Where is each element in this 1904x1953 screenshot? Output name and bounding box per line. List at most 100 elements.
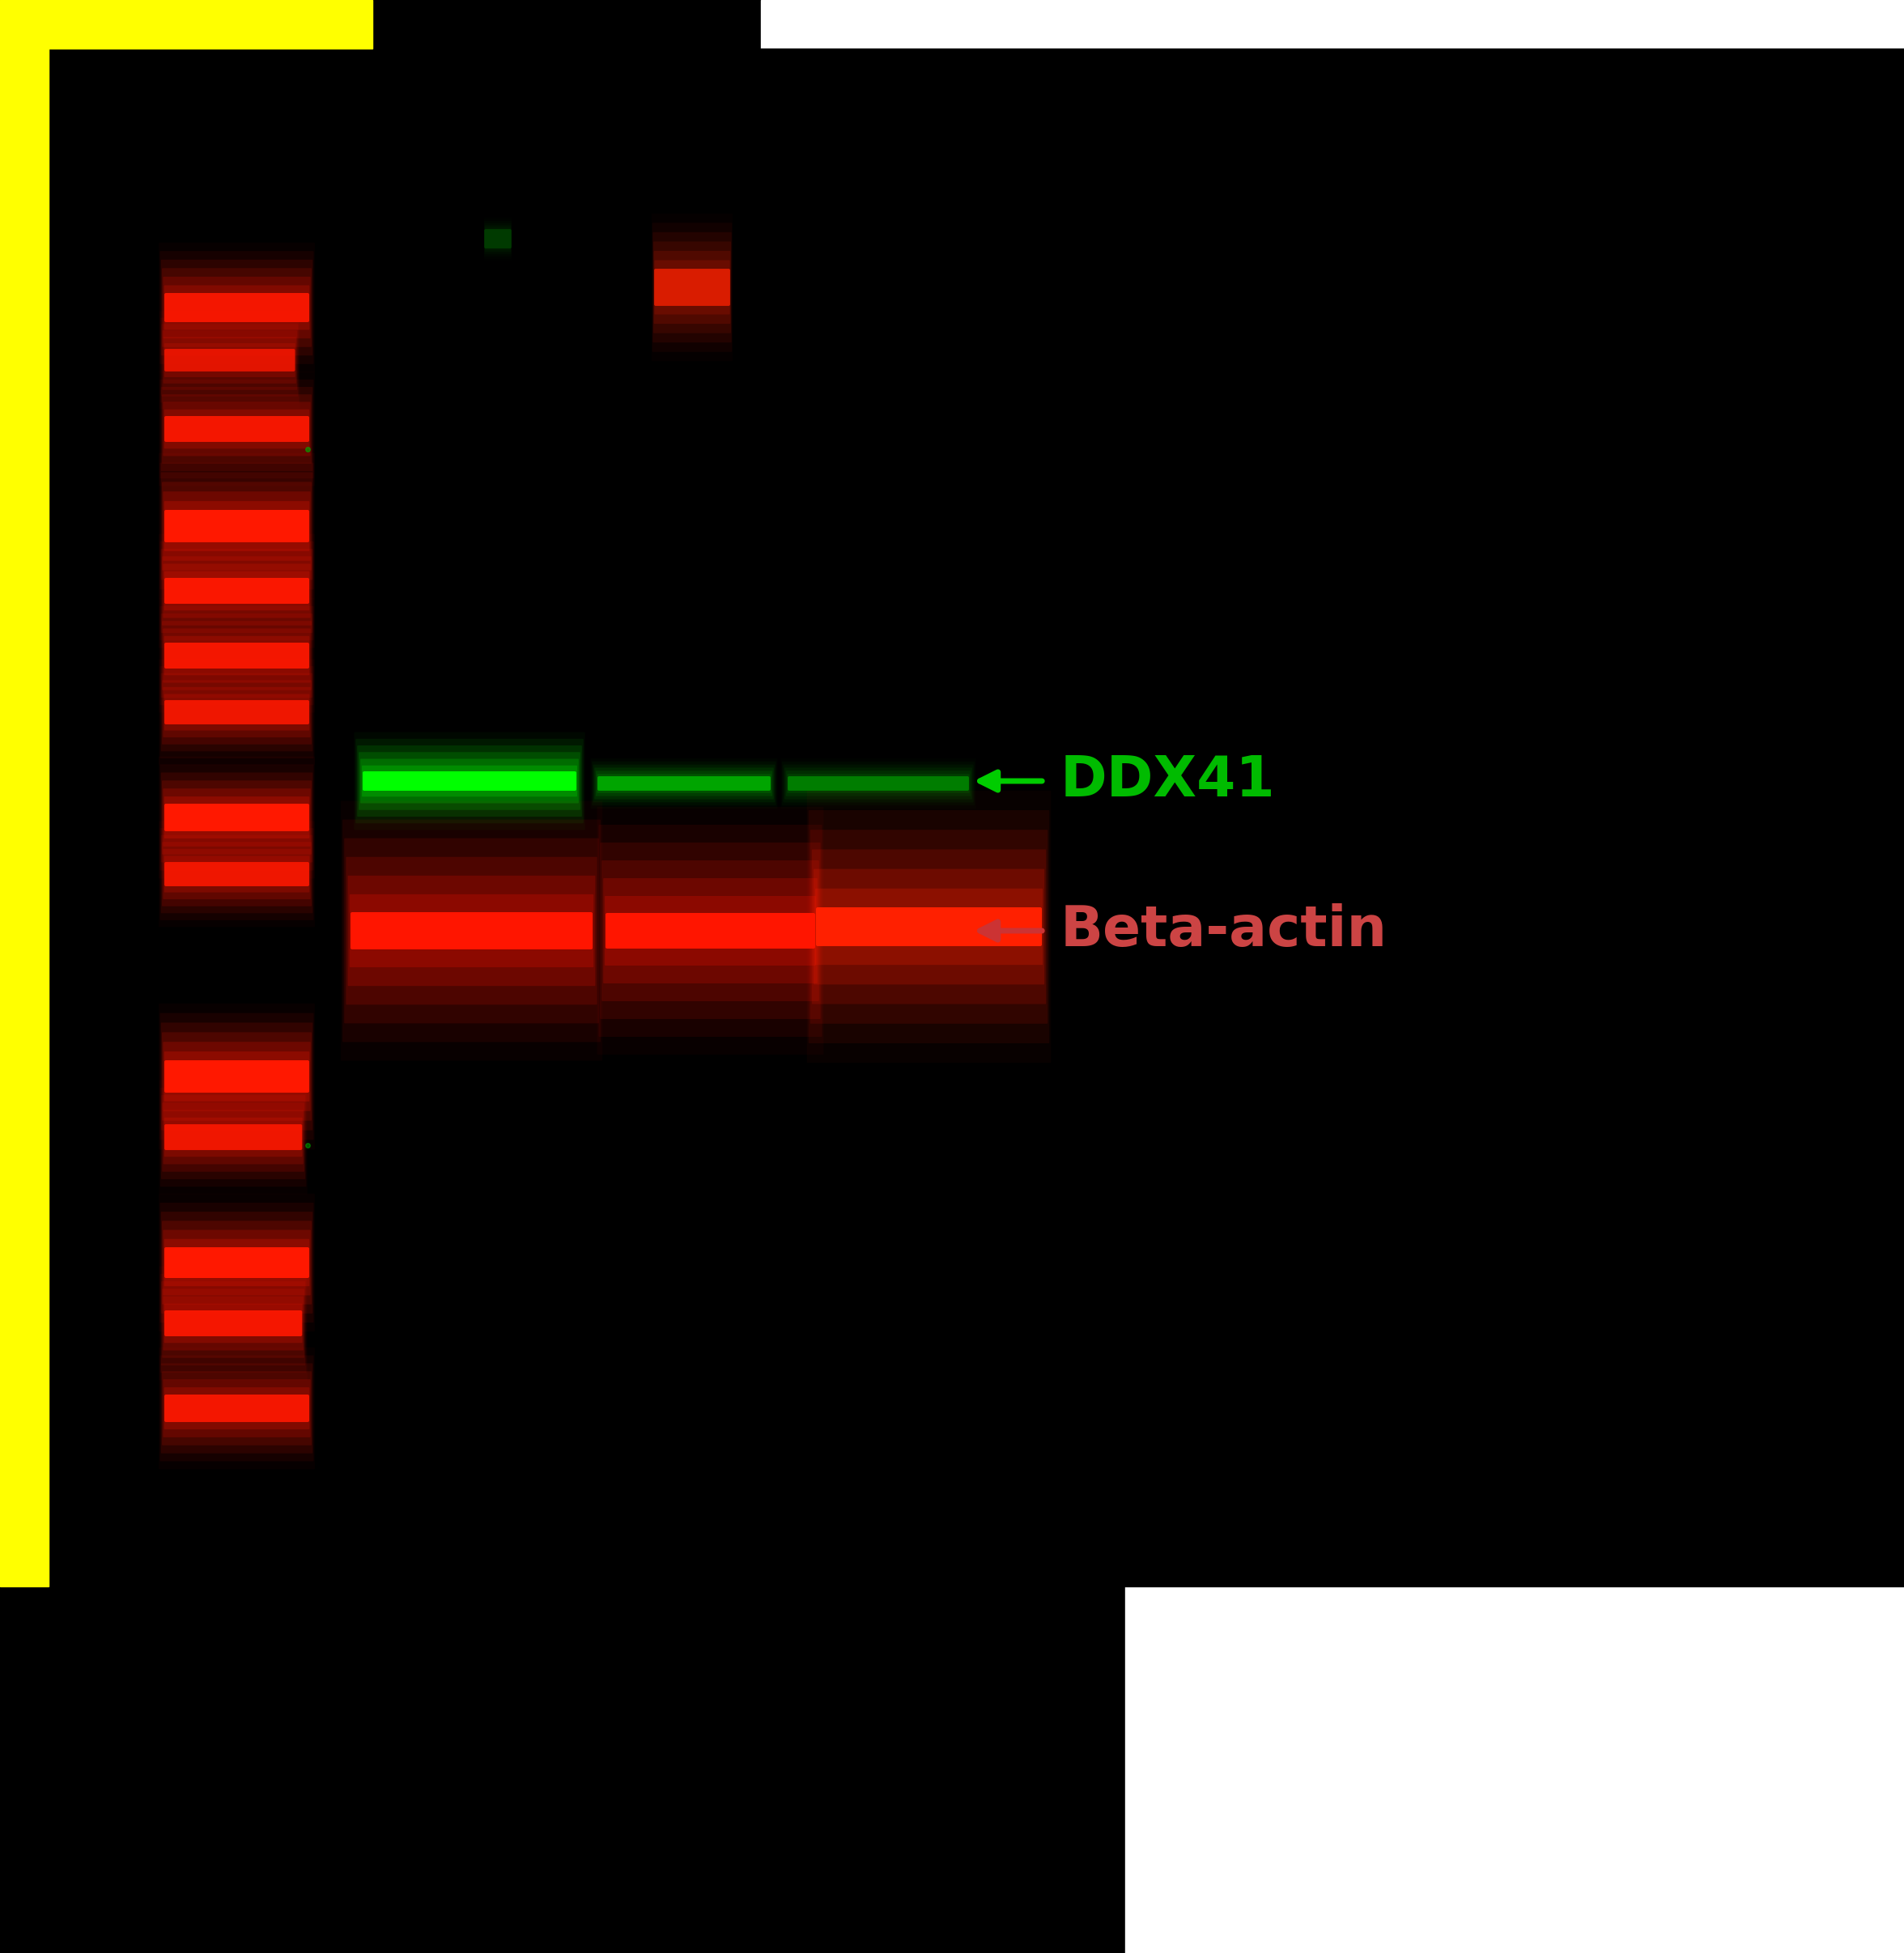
- FancyBboxPatch shape: [162, 1023, 312, 1131]
- FancyBboxPatch shape: [164, 1379, 310, 1437]
- FancyBboxPatch shape: [164, 850, 310, 898]
- FancyBboxPatch shape: [360, 760, 579, 803]
- FancyBboxPatch shape: [166, 1310, 301, 1336]
- FancyBboxPatch shape: [160, 1203, 314, 1322]
- Bar: [1125, 785, 1904, 1953]
- FancyBboxPatch shape: [164, 564, 310, 617]
- FancyBboxPatch shape: [815, 889, 1043, 965]
- FancyBboxPatch shape: [164, 277, 310, 338]
- Bar: [0, 0, 50, 1586]
- FancyBboxPatch shape: [162, 836, 312, 914]
- FancyBboxPatch shape: [164, 578, 308, 603]
- FancyBboxPatch shape: [162, 395, 312, 463]
- FancyBboxPatch shape: [358, 746, 583, 816]
- FancyBboxPatch shape: [164, 1125, 303, 1150]
- FancyBboxPatch shape: [166, 1125, 301, 1148]
- FancyBboxPatch shape: [592, 762, 777, 805]
- FancyBboxPatch shape: [162, 1103, 305, 1172]
- FancyBboxPatch shape: [160, 764, 314, 871]
- FancyBboxPatch shape: [164, 789, 310, 846]
- FancyBboxPatch shape: [162, 674, 312, 752]
- FancyBboxPatch shape: [164, 570, 310, 611]
- FancyBboxPatch shape: [162, 330, 297, 391]
- FancyBboxPatch shape: [164, 1305, 303, 1344]
- FancyBboxPatch shape: [786, 771, 971, 797]
- FancyBboxPatch shape: [164, 1041, 310, 1111]
- FancyBboxPatch shape: [811, 850, 1045, 1004]
- FancyBboxPatch shape: [809, 810, 1049, 1043]
- FancyBboxPatch shape: [162, 1289, 305, 1357]
- FancyBboxPatch shape: [164, 1051, 310, 1101]
- FancyBboxPatch shape: [600, 842, 821, 1019]
- FancyBboxPatch shape: [162, 613, 312, 697]
- FancyBboxPatch shape: [164, 1297, 303, 1350]
- FancyBboxPatch shape: [653, 242, 731, 334]
- FancyBboxPatch shape: [164, 687, 310, 738]
- FancyBboxPatch shape: [813, 869, 1045, 984]
- Text: DDX41: DDX41: [1061, 754, 1276, 809]
- FancyBboxPatch shape: [484, 225, 510, 252]
- FancyBboxPatch shape: [604, 879, 817, 984]
- FancyBboxPatch shape: [786, 773, 969, 793]
- FancyBboxPatch shape: [166, 512, 308, 541]
- FancyBboxPatch shape: [162, 1033, 312, 1121]
- Bar: [0, 0, 373, 49]
- FancyBboxPatch shape: [817, 908, 1041, 945]
- FancyBboxPatch shape: [162, 268, 312, 348]
- FancyBboxPatch shape: [358, 752, 581, 810]
- FancyBboxPatch shape: [164, 344, 295, 377]
- FancyBboxPatch shape: [364, 771, 575, 789]
- FancyBboxPatch shape: [350, 894, 594, 967]
- FancyBboxPatch shape: [164, 416, 308, 441]
- FancyBboxPatch shape: [345, 838, 600, 1023]
- FancyBboxPatch shape: [162, 842, 312, 906]
- FancyBboxPatch shape: [164, 699, 308, 725]
- FancyBboxPatch shape: [484, 221, 512, 256]
- FancyBboxPatch shape: [655, 270, 731, 307]
- FancyBboxPatch shape: [594, 768, 773, 799]
- FancyBboxPatch shape: [162, 1096, 305, 1180]
- FancyBboxPatch shape: [164, 492, 310, 561]
- FancyBboxPatch shape: [356, 738, 583, 824]
- FancyBboxPatch shape: [788, 777, 969, 789]
- FancyBboxPatch shape: [162, 482, 312, 570]
- FancyBboxPatch shape: [162, 1211, 312, 1314]
- FancyBboxPatch shape: [162, 1371, 312, 1445]
- FancyBboxPatch shape: [655, 260, 729, 314]
- FancyBboxPatch shape: [164, 861, 308, 887]
- FancyBboxPatch shape: [166, 863, 308, 885]
- FancyBboxPatch shape: [484, 223, 512, 254]
- FancyBboxPatch shape: [160, 605, 314, 705]
- FancyBboxPatch shape: [166, 701, 308, 723]
- FancyBboxPatch shape: [162, 621, 312, 689]
- FancyBboxPatch shape: [164, 510, 308, 543]
- FancyBboxPatch shape: [166, 1394, 308, 1422]
- FancyBboxPatch shape: [486, 229, 510, 250]
- FancyBboxPatch shape: [350, 912, 592, 949]
- FancyBboxPatch shape: [162, 557, 312, 625]
- FancyBboxPatch shape: [653, 250, 731, 324]
- FancyBboxPatch shape: [164, 1238, 310, 1287]
- FancyBboxPatch shape: [160, 541, 314, 641]
- FancyBboxPatch shape: [162, 324, 299, 396]
- FancyBboxPatch shape: [162, 260, 312, 355]
- FancyBboxPatch shape: [784, 768, 973, 799]
- FancyBboxPatch shape: [164, 637, 310, 676]
- FancyBboxPatch shape: [484, 229, 512, 248]
- FancyBboxPatch shape: [605, 912, 815, 949]
- FancyBboxPatch shape: [166, 805, 308, 830]
- FancyBboxPatch shape: [166, 643, 308, 668]
- FancyBboxPatch shape: [164, 285, 310, 330]
- FancyBboxPatch shape: [164, 336, 297, 383]
- FancyBboxPatch shape: [160, 1355, 314, 1461]
- FancyBboxPatch shape: [160, 252, 314, 363]
- FancyBboxPatch shape: [164, 1117, 303, 1156]
- FancyBboxPatch shape: [166, 350, 295, 371]
- FancyBboxPatch shape: [598, 777, 769, 789]
- FancyBboxPatch shape: [162, 387, 312, 471]
- FancyBboxPatch shape: [160, 318, 299, 402]
- FancyBboxPatch shape: [164, 293, 308, 322]
- FancyBboxPatch shape: [162, 1281, 305, 1365]
- FancyBboxPatch shape: [343, 820, 602, 1043]
- FancyBboxPatch shape: [596, 771, 773, 797]
